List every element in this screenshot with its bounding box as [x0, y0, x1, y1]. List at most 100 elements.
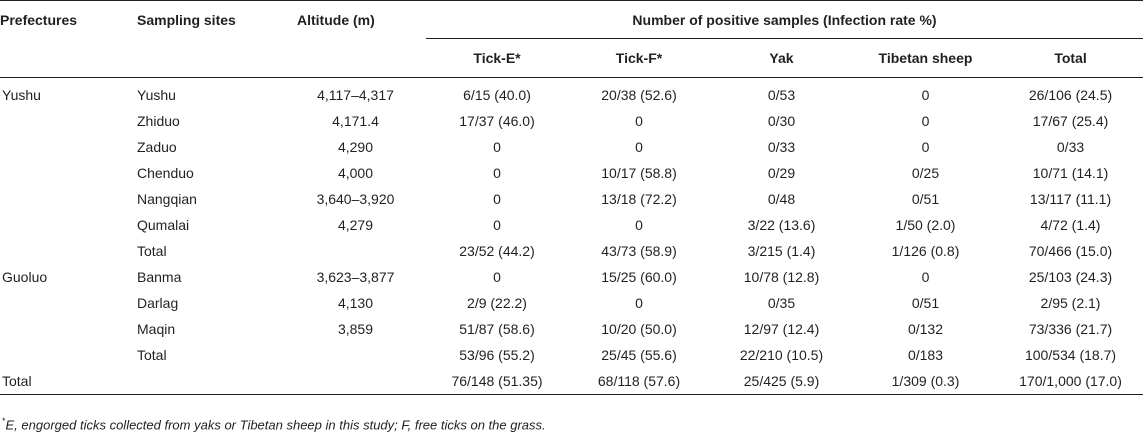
cell-yak: 3/22 (13.6): [747, 217, 816, 233]
header-tick-e: Tick-E*: [473, 50, 521, 66]
header-blank-1: [0, 39, 137, 78]
cell-yak: 22/210 (10.5): [739, 347, 824, 363]
cell-site: Yushu: [137, 87, 176, 103]
cell-tick-f: 43/73 (58.9): [601, 243, 677, 259]
cell-tick-f: 0: [635, 217, 643, 233]
cell-prefecture: [0, 160, 137, 186]
cell-site: Banma: [137, 269, 182, 285]
cell-prefecture: [0, 316, 137, 342]
cell-tick-f: 0: [635, 113, 643, 129]
table-row: Darlag 4,130 2/9 (22.2) 0 0/35 0/51 2/95…: [0, 290, 1143, 316]
cell-tick-e: 2/9 (22.2): [467, 295, 527, 311]
cell-sheep: 0/132: [907, 321, 944, 337]
cell-tick-e: 51/87 (58.6): [459, 321, 535, 337]
cell-yak: 3/215 (1.4): [747, 243, 816, 259]
cell-sheep: 0/25: [911, 165, 940, 181]
table-body: Yushu Yushu 4,117–4,317 6/15 (40.0) 20/3…: [0, 78, 1143, 395]
cell-tick-f: 0: [635, 295, 643, 311]
cell-tick-f: 10/17 (58.8): [601, 165, 677, 181]
header-blank-3: [285, 39, 426, 78]
cell-total: 25/103 (24.3): [1028, 269, 1113, 285]
cell-prefecture: [0, 238, 137, 264]
table-row: Total 23/52 (44.2) 43/73 (58.9) 3/215 (1…: [0, 238, 1143, 264]
cell-altitude: 4,279: [337, 217, 374, 233]
cell-total: 100/534 (18.7): [1024, 347, 1117, 363]
cell-tick-f: 20/38 (52.6): [601, 87, 677, 103]
cell-total: 0/33: [1056, 139, 1085, 155]
cell-total: 73/336 (21.7): [1028, 321, 1113, 337]
cell-yak: 0/30: [767, 113, 796, 129]
cell-tick-e: 0: [493, 217, 501, 233]
table-header: Prefectures Sampling sites Altitude (m) …: [0, 0, 1143, 78]
cell-tick-e: 76/148 (51.35): [451, 373, 543, 389]
table-row: Nangqian 3,640–3,920 0 13/18 (72.2) 0/48…: [0, 186, 1143, 212]
cell-altitude: 3,859: [337, 321, 374, 337]
cell-tick-f: 68/118 (57.6): [597, 373, 681, 389]
cell-altitude: 3,640–3,920: [316, 191, 395, 207]
cell-prefecture: [0, 212, 137, 238]
cell-tick-e: 0: [493, 139, 501, 155]
header-positive-samples: Number of positive samples (Infection ra…: [426, 0, 1143, 39]
cell-yak: 12/97 (12.4): [743, 321, 820, 337]
table-row: Zhiduo 4,171.4 17/37 (46.0) 0 0/30 0 17/…: [0, 108, 1143, 134]
cell-yak: 25/425 (5.9): [743, 373, 820, 389]
cell-tick-f: 13/18 (72.2): [601, 191, 677, 207]
cell-tick-e: 53/96 (55.2): [459, 347, 535, 363]
header-sampling-sites: Sampling sites: [137, 11, 236, 28]
cell-total: 10/71 (14.1): [1032, 165, 1109, 181]
cell-yak: 0/53: [767, 87, 796, 103]
cell-site: Qumalai: [137, 217, 190, 233]
cell-altitude: 4,117–4,317: [317, 87, 394, 103]
cell-site: Total: [137, 243, 167, 259]
table-container: Prefectures Sampling sites Altitude (m) …: [0, 0, 1143, 395]
table-row: Maqin 3,859 51/87 (58.6) 10/20 (50.0) 12…: [0, 316, 1143, 342]
cell-sheep: 1/50 (2.0): [895, 217, 956, 233]
header-prefectures: Prefectures: [0, 11, 78, 28]
table-row: Yushu Yushu 4,117–4,317 6/15 (40.0) 20/3…: [0, 78, 1143, 109]
table-row: Qumalai 4,279 0 0 3/22 (13.6) 1/50 (2.0)…: [0, 212, 1143, 238]
cell-total: 170/1,000 (17.0): [1019, 373, 1122, 389]
cell-total: 2/95 (2.1): [1040, 295, 1101, 311]
cell-total: 17/67 (25.4): [1032, 113, 1109, 129]
table-row: Total 76/148 (51.35) 68/118 (57.6) 25/42…: [0, 368, 1143, 395]
cell-site: [137, 368, 285, 395]
cell-tick-e: 0: [493, 165, 501, 181]
cell-altitude: [285, 368, 426, 395]
header-row-sub: Tick-E* Tick-F* Yak Tibetan sheep Total: [0, 39, 1143, 78]
cell-tick-f: 15/25 (60.0): [601, 269, 677, 285]
cell-altitude: 4,000: [337, 165, 374, 181]
table-row: Chenduo 4,000 0 10/17 (58.8) 0/29 0/25 1…: [0, 160, 1143, 186]
cell-prefecture: [0, 134, 137, 160]
cell-prefecture: [0, 108, 137, 134]
cell-sheep: 0/51: [911, 295, 940, 311]
cell-total: 4/72 (1.4): [1040, 217, 1101, 233]
cell-site: Chenduo: [137, 165, 194, 181]
cell-yak: 0/48: [767, 191, 796, 207]
header-altitude: Altitude (m): [297, 11, 375, 28]
header-row-main: Prefectures Sampling sites Altitude (m) …: [0, 0, 1143, 39]
cell-altitude: [285, 238, 426, 264]
cell-site: Zaduo: [137, 139, 177, 155]
cell-yak: 0/33: [767, 139, 796, 155]
cell-altitude: 4,290: [337, 139, 374, 155]
cell-altitude: [285, 342, 426, 368]
cell-sheep: 0: [921, 113, 930, 129]
cell-altitude: 4,130: [337, 295, 374, 311]
cell-site: Total: [137, 347, 167, 363]
header-tibetan-sheep: Tibetan sheep: [878, 50, 973, 66]
table-row: Zaduo 4,290 0 0 0/33 0 0/33: [0, 134, 1143, 160]
cell-altitude: 4,171.4: [332, 113, 379, 129]
cell-prefecture: Yushu: [2, 87, 41, 103]
cell-yak: 10/78 (12.8): [743, 269, 820, 285]
cell-site: Darlag: [137, 295, 179, 311]
cell-sheep: 0: [921, 139, 930, 155]
cell-total: 70/466 (15.0): [1028, 243, 1113, 259]
cell-tick-e: 17/37 (46.0): [459, 113, 535, 129]
cell-sheep: 0: [921, 269, 930, 285]
cell-sheep: 0/51: [911, 191, 940, 207]
cell-tick-e: 0: [493, 191, 501, 207]
footnote-text: E, engorged ticks collected from yaks or…: [5, 417, 546, 433]
cell-site: Nangqian: [137, 191, 197, 207]
cell-prefecture: Total: [2, 373, 32, 389]
cell-yak: 0/35: [767, 295, 796, 311]
